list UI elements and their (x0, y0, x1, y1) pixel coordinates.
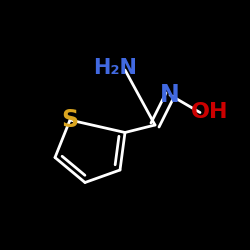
Text: OH: OH (191, 102, 229, 122)
Text: H₂N: H₂N (93, 58, 137, 78)
Text: N: N (160, 83, 180, 107)
Text: S: S (62, 108, 78, 132)
